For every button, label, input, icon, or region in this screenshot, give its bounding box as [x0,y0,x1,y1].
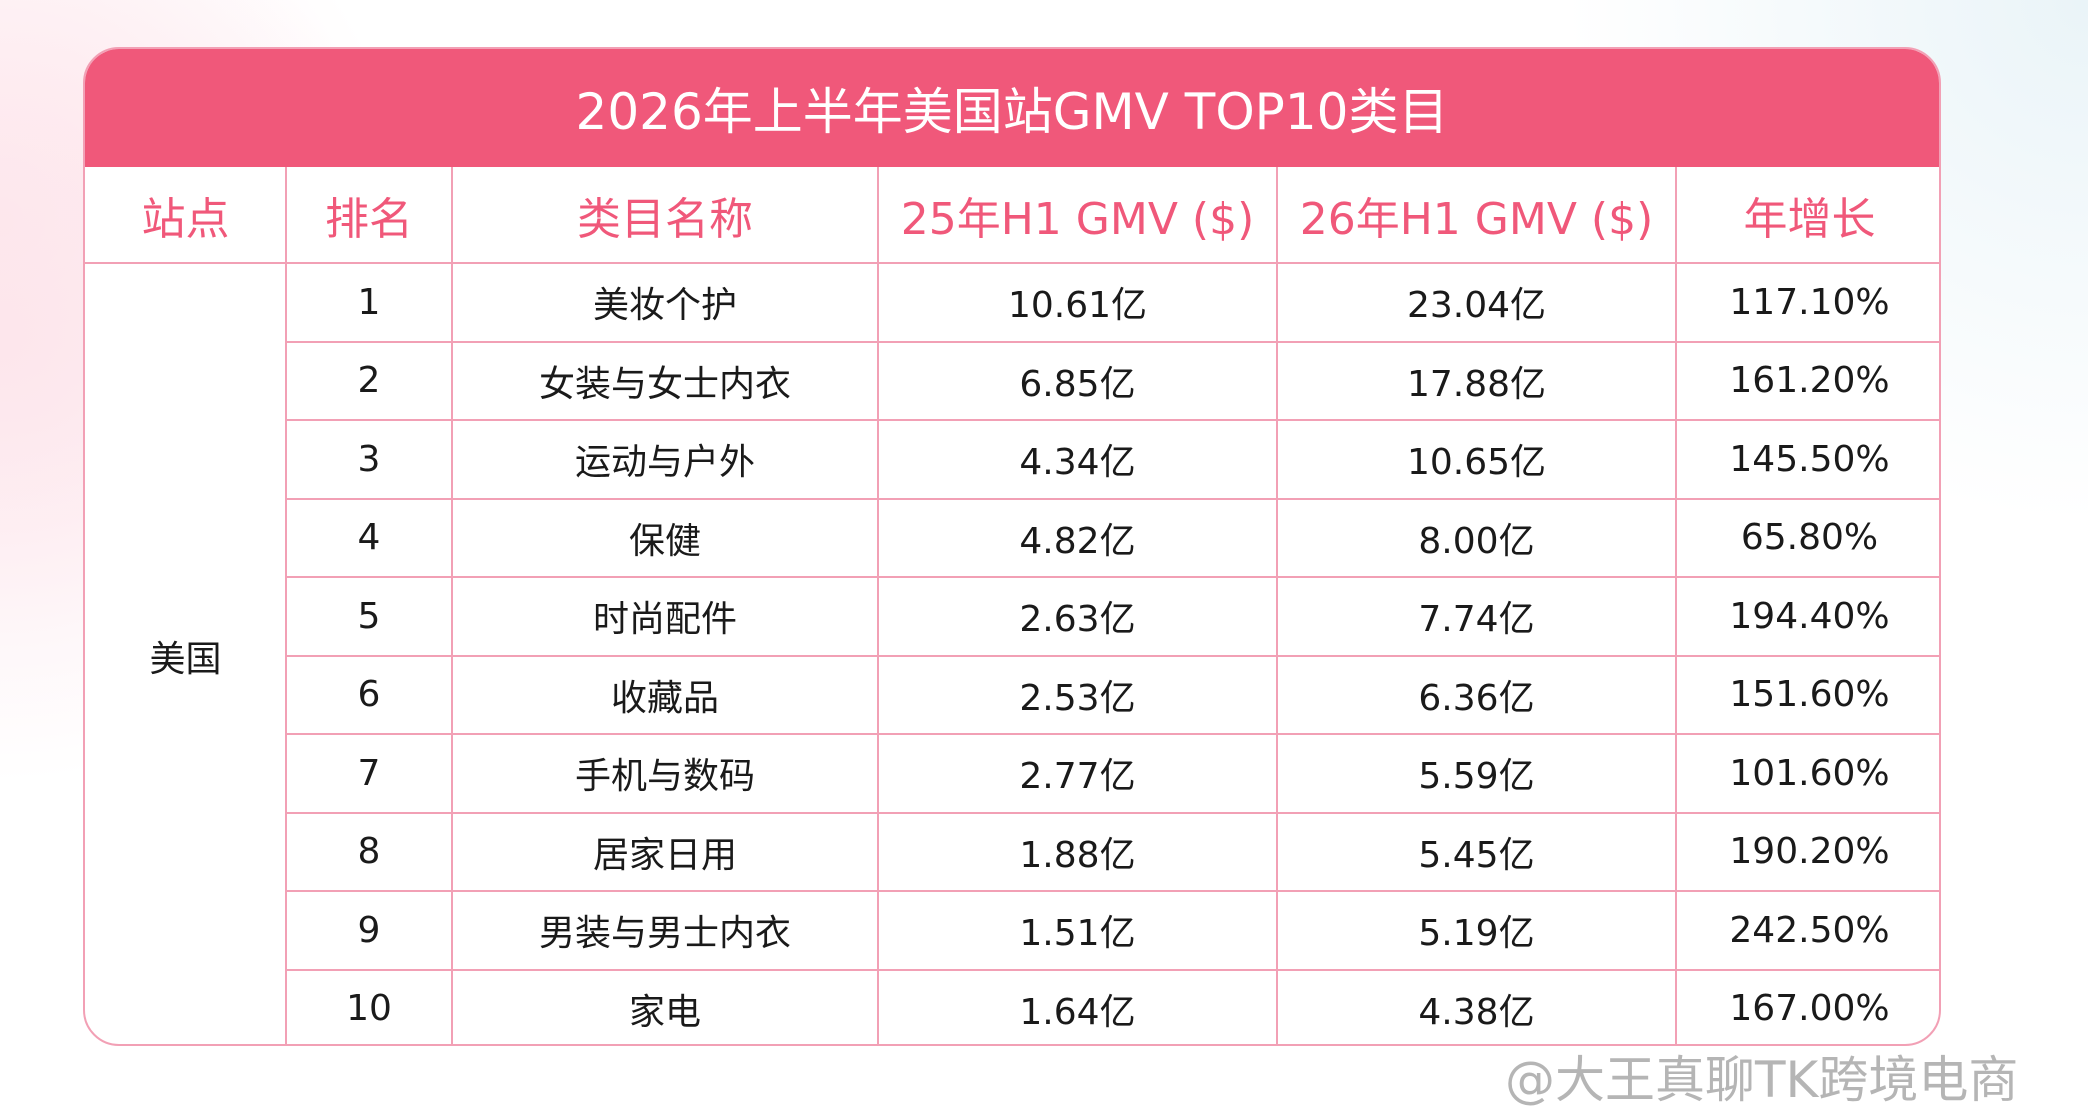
table-cell: 145.50% [1729,438,1890,480]
table-cell: 23.04亿 [1406,285,1547,327]
table-cell: 运动与户外 [574,442,755,484]
table: 2026年上半年美国站GMV TOP10类目 站点 排名 类目名称 25年H1 GMV… [83,47,1941,1046]
table-cell: 美妆个护 [592,285,737,327]
column-divider [285,167,287,1044]
table-cell: 收藏品 [610,677,719,719]
table-cell: 居家日用 [592,834,737,876]
table-cell: 手机与数码 [574,756,755,798]
table-cell: 6.36亿 [1418,677,1535,719]
column-header: 26年H1 GMV ($) [1299,194,1654,245]
table-cell: 5.19亿 [1418,913,1535,955]
table-cell: 6.85亿 [1019,363,1136,405]
column-header: 年增长 [1743,194,1876,245]
table-cell: 4.38亿 [1418,991,1535,1033]
site-cell: 美国 [149,638,222,680]
table-cell: 161.20% [1729,360,1890,402]
table-cell: 10 [346,988,392,1030]
table-cell: 10.65亿 [1406,442,1547,484]
row-divider [286,890,1939,892]
table-cell: 167.00% [1729,988,1890,1030]
table-cell: 1.64亿 [1019,991,1136,1033]
table-cell: 保健 [628,520,701,562]
table-cell: 3 [357,438,381,480]
row-divider [286,576,1939,578]
table-cell: 1.88亿 [1019,834,1136,876]
table-cell: 8.00亿 [1418,520,1535,562]
table-cell: 117.10% [1729,281,1890,323]
table-cell: 4.34亿 [1019,442,1136,484]
column-divider [1276,167,1278,1044]
table-cell: 5.45亿 [1418,834,1535,876]
table-cell: 101.60% [1729,752,1890,794]
table-cell: 4.82亿 [1019,520,1136,562]
watermark: @大王真聊TK跨境电商 [1505,1051,2019,1109]
table-cell: 65.80% [1740,517,1879,559]
row-divider [286,811,1939,814]
row-divider [286,419,1939,421]
column-header: 站点 [141,194,230,245]
table-cell: 2.77亿 [1019,756,1136,798]
table-cell: 时尚配件 [592,599,737,641]
table-cell: 1 [357,281,381,323]
table-cell: 2 [357,360,381,402]
row-divider [286,654,1939,657]
column-divider [877,167,879,1044]
column-header: 25年H1 GMV ($) [900,194,1255,245]
column-divider [451,167,453,1044]
table-cell: 5 [357,595,381,637]
table-cell: 2.63亿 [1019,599,1136,641]
row-divider [286,733,1939,735]
column-header: 类目名称 [577,194,753,245]
table-cell: 7 [357,752,381,794]
table-cell: 8 [357,831,381,873]
table-cell: 4 [357,517,381,559]
table-cell: 194.40% [1729,595,1890,637]
table-cell: 190.20% [1729,831,1890,873]
header-divider [85,262,1939,264]
table-cell: 家电 [628,991,701,1033]
row-divider [286,497,1939,500]
table-cell: 151.60% [1729,674,1890,716]
table-cell: 5.59亿 [1418,756,1535,798]
table-cell: 17.88亿 [1406,363,1547,405]
table-cell: 男装与男士内衣 [538,913,791,955]
table-cell: 9 [357,909,381,951]
table-cell: 6 [357,674,381,716]
table-cell: 7.74亿 [1418,599,1535,641]
column-divider [1675,167,1677,1044]
table-cell: 10.61亿 [1007,285,1148,327]
row-divider [286,340,1939,343]
table-title: 2026年上半年美国站GMV TOP10类目 [85,49,1939,167]
row-divider [286,968,1939,971]
table-cell: 1.51亿 [1019,913,1136,955]
column-header: 排名 [325,194,413,245]
table-cell: 2.53亿 [1019,677,1136,719]
table-cell: 女装与女士内衣 [538,363,791,405]
table-cell: 242.50% [1729,909,1890,951]
